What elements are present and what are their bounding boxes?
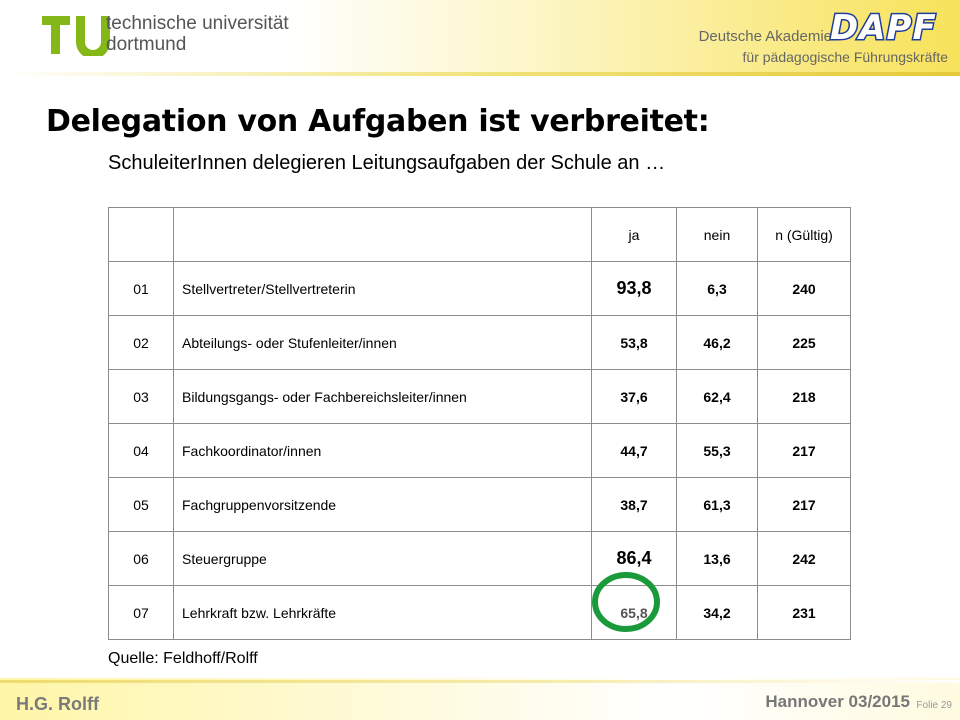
row-nein-value: 6,3 xyxy=(676,261,758,316)
header-divider xyxy=(0,72,960,76)
table-row: 04 Fachkoordinator/innen 44,7 55,3 217 xyxy=(108,423,851,478)
row-n-value: 225 xyxy=(757,315,851,370)
page-title: Delegation von Aufgaben ist verbreitet: xyxy=(46,104,710,139)
row-ja-value: 38,7 xyxy=(591,477,677,532)
row-ja-value: 93,8 xyxy=(616,278,652,298)
row-ja-value: 65,8 xyxy=(620,604,648,621)
row-n-value: 231 xyxy=(757,585,851,640)
footer-band xyxy=(0,678,960,720)
highlight-circle xyxy=(592,572,660,632)
academy-name: Deutsche Akademie xyxy=(698,28,832,45)
row-ja-value: 53,8 xyxy=(591,315,677,370)
slide-number: Folie 29 xyxy=(916,700,952,711)
academy-subtitle: für pädagogische Führungskräfte xyxy=(742,49,948,65)
row-nein-value: 46,2 xyxy=(676,315,758,370)
delegation-table: ja nein n (Gültig) 01 Stellvertreter/Ste… xyxy=(108,207,851,640)
row-number: 03 xyxy=(108,369,174,424)
row-n-value: 218 xyxy=(757,369,851,424)
page-subtitle: SchuleiterInnen delegieren Leitungsaufga… xyxy=(108,152,666,174)
row-nein-value: 55,3 xyxy=(676,423,758,478)
row-number: 04 xyxy=(108,423,174,478)
row-number: 06 xyxy=(108,531,174,586)
dapf-logo-text: DAPF xyxy=(830,8,937,46)
author: H.G. Rolff xyxy=(16,694,99,714)
university-line1: technische universität xyxy=(106,13,289,34)
university-name: technische universität dortmund xyxy=(106,13,289,55)
row-n-value: 242 xyxy=(757,531,851,586)
dapf-logo: DAPF xyxy=(829,7,938,47)
row-ja-value: 44,7 xyxy=(591,423,677,478)
location-date: Hannover 03/2015 xyxy=(765,692,910,711)
tu-dortmund-logo xyxy=(42,16,110,56)
row-ja-cell: 93,8 xyxy=(591,261,677,316)
row-number: 07 xyxy=(108,585,174,640)
header-cell-ja: ja xyxy=(591,207,677,262)
source-note: Quelle: Feldhoff/Rolff xyxy=(108,650,258,667)
row-number: 02 xyxy=(108,315,174,370)
row-ja-value: 86,4 xyxy=(616,548,652,568)
table-row: 06 Steuergruppe 86,4 13,6 242 xyxy=(108,531,851,586)
row-nein-value: 34,2 xyxy=(676,585,758,640)
row-n-value: 240 xyxy=(757,261,851,316)
row-n-value: 217 xyxy=(757,423,851,478)
table-header-row: ja nein n (Gültig) xyxy=(108,207,851,262)
header-cell-nein: nein xyxy=(676,207,758,262)
row-label: Steuergruppe xyxy=(173,531,592,586)
row-label: Abteilungs- oder Stufenleiter/innen xyxy=(173,315,592,370)
row-ja-value: 37,6 xyxy=(591,369,677,424)
row-label: Fachkoordinator/innen xyxy=(173,423,592,478)
table-row: 07 Lehrkraft bzw. Lehrkräfte 65,8 34,2 2… xyxy=(108,585,851,640)
row-label: Stellvertreter/Stellvertreterin xyxy=(173,261,592,316)
row-nein-value: 13,6 xyxy=(676,531,758,586)
row-number: 05 xyxy=(108,477,174,532)
table-row: 05 Fachgruppenvorsitzende 38,7 61,3 217 xyxy=(108,477,851,532)
row-number: 01 xyxy=(108,261,174,316)
header-cell-num xyxy=(108,207,174,262)
header-cell-label xyxy=(173,207,592,262)
row-label: Lehrkraft bzw. Lehrkräfte xyxy=(173,585,592,640)
table-row: 02 Abteilungs- oder Stufenleiter/innen 5… xyxy=(108,315,851,370)
university-line2: dortmund xyxy=(106,34,187,55)
row-label: Bildungsgangs- oder Fachbereichsleiter/i… xyxy=(173,369,592,424)
row-nein-value: 61,3 xyxy=(676,477,758,532)
header-band xyxy=(0,0,960,76)
row-label: Fachgruppenvorsitzende xyxy=(173,477,592,532)
footer-divider xyxy=(0,680,960,683)
row-nein-value: 62,4 xyxy=(676,369,758,424)
table-row: 03 Bildungsgangs- oder Fachbereichsleite… xyxy=(108,369,851,424)
table-row: 01 Stellvertreter/Stellvertreterin 93,8 … xyxy=(108,261,851,316)
row-n-value: 217 xyxy=(757,477,851,532)
header-cell-n: n (Gültig) xyxy=(757,207,851,262)
